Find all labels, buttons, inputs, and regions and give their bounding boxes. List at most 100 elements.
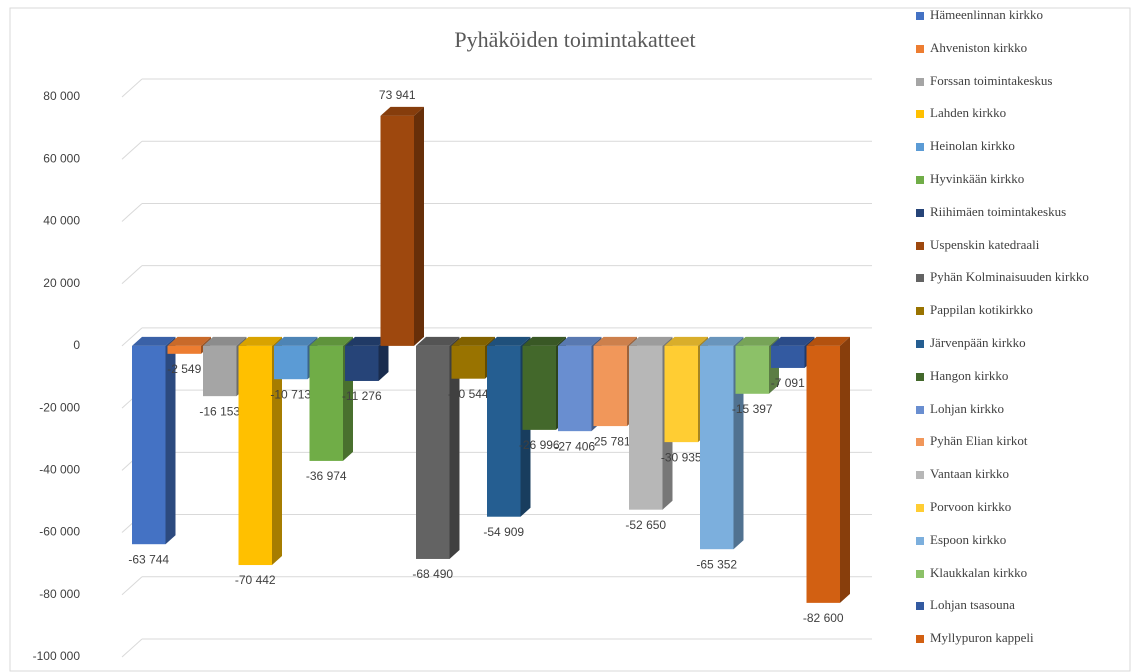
bar-side	[414, 106, 424, 346]
legend-item: Pyhän Kolminaisuuden kirkko	[916, 270, 1128, 284]
data-label: -7 091	[771, 376, 805, 390]
bar	[274, 345, 308, 380]
y-tick-label: 0	[73, 338, 80, 352]
bar-top	[451, 336, 495, 346]
legend-item: Pappilan kotikirkko	[916, 303, 1128, 317]
legend-label: Uspenskin katedraali	[930, 236, 1040, 252]
legend-swatch	[916, 602, 924, 611]
legend-item: Hyvinkään kirkko	[916, 172, 1128, 186]
legend-label: Espoon kirkko	[930, 531, 1007, 547]
legend-label: Hyvinkään kirkko	[930, 171, 1025, 186]
legend-swatch	[916, 12, 924, 20]
bar	[380, 115, 414, 346]
bar-side	[840, 336, 850, 603]
legend-item: Lohjan kirkko	[916, 400, 1128, 416]
legend-swatch	[916, 274, 924, 283]
legend-item: Lahden kirkko	[916, 106, 1128, 120]
data-label: -70 442	[235, 573, 276, 587]
legend-swatch	[916, 438, 924, 447]
bar	[167, 345, 201, 354]
bar	[203, 345, 237, 397]
legend-swatch	[916, 405, 924, 414]
data-label: -10 713	[270, 387, 311, 401]
legend-label: Porvoon kirkko	[930, 499, 1012, 514]
y-tick-label: 40 000	[43, 214, 80, 228]
y-tick-label: -40 000	[39, 463, 80, 477]
legend-swatch	[916, 77, 924, 86]
bar	[416, 345, 450, 559]
legend-label: Hangon kirkko	[930, 367, 1009, 383]
legend-label: Pyhän Kolminaisuuden kirkko	[930, 269, 1089, 285]
data-label: -36 974	[306, 469, 347, 483]
grid-line	[121, 78, 143, 98]
bar	[451, 345, 485, 379]
bar	[806, 345, 840, 603]
bar	[593, 345, 627, 427]
legend-label: Forssan toimintakeskus	[930, 72, 1053, 88]
chart-frame	[9, 7, 1131, 672]
grid-line	[121, 576, 143, 596]
data-label: -68 490	[412, 567, 453, 581]
y-tick-label: -80 000	[39, 587, 80, 601]
legend-label: Vantaan kirkko	[930, 466, 1010, 482]
bar-top	[309, 336, 353, 346]
bar	[309, 345, 343, 461]
legend-swatch	[916, 340, 924, 348]
bar-top	[345, 336, 389, 346]
legend-swatch	[916, 44, 924, 53]
data-label: -25 781	[590, 434, 631, 448]
data-label: -16 153	[199, 404, 240, 418]
legend-item: Myllypuron kappeli	[916, 631, 1128, 645]
legend-item: Riihimäen toimintakeskus	[916, 203, 1128, 219]
bar-top	[593, 336, 637, 346]
bar-top	[274, 336, 318, 346]
legend-item: Heinolan kirkko	[916, 139, 1128, 153]
legend-item: Järvenpään kirkko	[916, 336, 1128, 350]
data-label: -15 397	[732, 402, 773, 416]
legend-label: Klaukkalan kirkko	[930, 564, 1028, 580]
bar-top	[203, 336, 247, 346]
data-label: -30 935	[661, 450, 702, 464]
bar	[735, 345, 769, 394]
legend-label: Lahden kirkko	[930, 105, 1007, 121]
legend-label: Ahveniston kirkko	[930, 39, 1028, 55]
grid-line	[121, 327, 143, 347]
legend-label: Järvenpään kirkko	[930, 335, 1026, 350]
legend-label: Pyhän Elian kirkot	[930, 433, 1028, 449]
y-tick-label: 60 000	[43, 151, 80, 165]
data-label: -52 650	[625, 518, 666, 532]
bar	[487, 345, 521, 517]
bar	[238, 345, 272, 566]
legend-label: Heinolan kirkko	[930, 138, 1015, 154]
bar	[522, 345, 556, 430]
legend-swatch	[916, 208, 924, 217]
legend-item: Porvoon kirkko	[916, 500, 1128, 514]
legend-item: Forssan toimintakeskus	[916, 72, 1128, 88]
bar-top	[380, 106, 424, 116]
legend-item: Ahveniston kirkko	[916, 39, 1128, 55]
y-tick-label: -20 000	[39, 400, 80, 414]
legend-item: Hangon kirkko	[916, 367, 1128, 383]
data-label: -2 549	[167, 362, 201, 376]
bar-top	[806, 336, 850, 346]
bar	[771, 345, 805, 368]
legend-label: Lohjan kirkko	[930, 400, 1005, 416]
legend-label: Riihimäen toimintakeskus	[930, 203, 1067, 219]
legend-label: Pappilan kotikirkko	[930, 302, 1033, 318]
legend-item: Pyhän Elian kirkot	[916, 434, 1128, 448]
legend-item: Espoon kirkko	[916, 531, 1128, 547]
data-label: -54 909	[483, 525, 524, 539]
legend-item: Hämeenlinnan kirkko	[916, 8, 1128, 22]
chart-title: Pyhäköiden toimintakatteet	[454, 27, 695, 52]
bar-side	[378, 336, 389, 381]
bar	[558, 345, 592, 432]
legend-swatch	[916, 241, 924, 250]
bar-top	[487, 336, 531, 346]
legend-swatch	[916, 110, 924, 119]
legend-label: Hämeenlinnan kirkko	[930, 7, 1043, 22]
grid-line	[121, 265, 143, 285]
y-tick-label: -60 000	[39, 525, 80, 539]
bar-top	[522, 336, 566, 346]
grid-line	[121, 203, 143, 222]
